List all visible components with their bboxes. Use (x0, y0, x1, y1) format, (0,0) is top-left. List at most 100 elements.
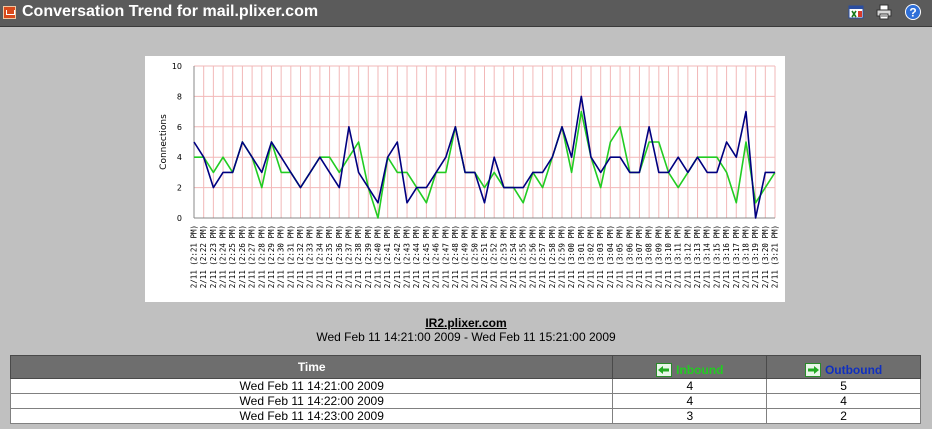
y-tick-label: 10 (172, 62, 182, 71)
x-tick-label: 2/11 (3:21 PM) (771, 225, 780, 288)
x-tick-label: 2/11 (2:26 PM) (238, 225, 247, 288)
x-tick-label: 2/11 (2:31 PM) (286, 225, 295, 288)
y-tick-label: 8 (177, 92, 182, 101)
x-tick-label: 2/11 (2:47 PM) (441, 225, 450, 288)
x-tick-label: 2/11 (3:16 PM) (722, 225, 731, 288)
x-tick-label: 2/11 (2:45 PM) (422, 225, 431, 288)
print-icon[interactable] (876, 4, 892, 20)
x-tick-label: 2/11 (3:07 PM) (635, 225, 644, 288)
x-tick-label: 2/11 (3:09 PM) (654, 225, 663, 288)
y-tick-label: 2 (177, 184, 182, 193)
x-tick-label: 2/11 (3:03 PM) (596, 225, 605, 288)
page-title: Conversation Trend for mail.plixer.com (22, 3, 319, 20)
x-tick-label: 2/11 (2:37 PM) (344, 225, 353, 288)
inbound-arrow-icon (656, 362, 673, 377)
x-tick-label: 2/11 (2:34 PM) (315, 225, 324, 288)
x-tick-label: 2/11 (2:30 PM) (277, 225, 286, 288)
x-tick-label: 2/11 (3:06 PM) (625, 225, 634, 288)
x-tick-label: 2/11 (3:01 PM) (577, 225, 586, 288)
x-tick-label: 2/11 (2:25 PM) (228, 225, 237, 288)
excel-export-icon[interactable] (848, 4, 864, 20)
x-tick-label: 2/11 (2:55 PM) (519, 225, 528, 288)
x-tick-label: 2/11 (2:46 PM) (432, 225, 441, 288)
x-tick-label: 2/11 (3:15 PM) (712, 225, 721, 288)
connections-table: Time Inbound Outbound (9, 355, 921, 424)
x-tick-label: 2/11 (2:42 PM) (393, 225, 402, 288)
x-tick-label: 2/11 (3:10 PM) (664, 225, 673, 288)
x-tick-label: 2/11 (3:02 PM) (587, 225, 596, 288)
outbound-column-header[interactable]: Outbound (766, 355, 921, 379)
time-cell: Wed Feb 11 14:21:00 2009 (9, 378, 614, 394)
x-tick-label: 2/11 (2:35 PM) (325, 225, 334, 288)
x-tick-label: 2/11 (2:59 PM) (557, 225, 566, 288)
x-tick-label: 2/11 (2:53 PM) (499, 225, 508, 288)
table-row: Wed Feb 11 14:21:00 2009 4 5 (9, 378, 921, 394)
y-axis-label: Connections (159, 114, 169, 170)
title-bar: Conversation Trend for mail.plixer.com ? (0, 0, 932, 27)
x-tick-label: 2/11 (2:23 PM) (209, 225, 218, 288)
table-row: Wed Feb 11 14:22:00 2009 4 4 (9, 393, 921, 409)
conversation-trend-chart: 0 2 4 6 8 10 2/11 (2:21 PM) 2/11 (2:22 PM) 2/11 … (145, 56, 785, 302)
time-cell: Wed Feb 11 14:23:00 2009 (9, 408, 614, 424)
inbound-cell: 4 (612, 393, 768, 409)
x-tick-label: 2/11 (3:19 PM) (751, 225, 760, 288)
x-tick-label: 2/11 (2:24 PM) (219, 225, 228, 288)
x-tick-label: 2/11 (2:21 PM) (190, 225, 199, 288)
x-tick-label: 2/11 (3:20 PM) (761, 225, 770, 288)
outbound-arrow-icon (804, 362, 821, 377)
time-cell: Wed Feb 11 14:22:00 2009 (9, 393, 614, 409)
x-tick-label: 2/11 (2:54 PM) (509, 225, 518, 288)
x-tick-label: 2/11 (2:29 PM) (267, 225, 276, 288)
x-tick-label: 2/11 (2:41 PM) (383, 225, 392, 288)
inbound-cell: 3 (612, 408, 768, 424)
x-tick-label: 2/11 (3:18 PM) (741, 225, 750, 288)
x-tick-label: 2/11 (2:44 PM) (412, 225, 421, 288)
x-tick-label: 2/11 (2:38 PM) (354, 225, 363, 288)
x-tick-label: 2/11 (2:51 PM) (480, 225, 489, 288)
time-header-label: Time (297, 360, 326, 374)
help-icon[interactable]: ? (905, 4, 921, 20)
x-tick-label: 2/11 (2:50 PM) (470, 225, 479, 288)
x-tick-label: 2/11 (2:32 PM) (296, 225, 305, 288)
time-column-header[interactable]: Time (9, 355, 614, 379)
x-tick-label: 2/11 (2:39 PM) (364, 225, 373, 288)
inbound-header-label: Inbound (676, 362, 724, 377)
x-tick-label: 2/11 (2:48 PM) (451, 225, 460, 288)
x-tick-label: 2/11 (3:08 PM) (645, 225, 654, 288)
x-tick-label: 2/11 (2:27 PM) (248, 225, 257, 288)
x-tick-label: 2/11 (2:58 PM) (548, 225, 557, 288)
svg-text:?: ? (909, 6, 916, 20)
y-tick-label: 6 (177, 123, 182, 132)
x-tick-label: 2/11 (2:56 PM) (528, 225, 537, 288)
x-tick-label: 2/11 (2:22 PM) (199, 225, 208, 288)
x-tick-label: 2/11 (2:57 PM) (538, 225, 547, 288)
device-name-link[interactable]: IR2.plixer.com (425, 316, 507, 330)
x-tick-label: 2/11 (2:33 PM) (306, 225, 315, 288)
outbound-cell: 4 (766, 393, 921, 409)
x-tick-label: 2/11 (3:13 PM) (693, 225, 702, 288)
x-tick-label: 2/11 (2:40 PM) (373, 225, 382, 288)
x-tick-label: 2/11 (3:12 PM) (683, 225, 692, 288)
y-tick-label: 0 (177, 214, 182, 223)
x-tick-label: 2/11 (3:00 PM) (567, 225, 576, 288)
x-tick-label: 2/11 (2:43 PM) (403, 225, 412, 288)
date-range: Wed Feb 11 14:21:00 2009 - Wed Feb 11 15… (316, 330, 616, 344)
x-tick-label: 2/11 (3:11 PM) (674, 225, 683, 288)
inbound-cell: 4 (612, 378, 768, 394)
x-tick-label: 2/11 (3:17 PM) (732, 225, 741, 288)
outbound-header-label: Outbound (824, 362, 883, 377)
table-row: Wed Feb 11 14:23:00 2009 3 2 (9, 408, 921, 424)
outbound-cell: 5 (766, 378, 921, 394)
x-tick-label: 2/11 (2:49 PM) (461, 225, 470, 288)
inbound-column-header[interactable]: Inbound (612, 355, 768, 379)
x-tick-label: 2/11 (2:52 PM) (490, 225, 499, 288)
x-tick-label: 2/11 (3:05 PM) (616, 225, 625, 288)
x-tick-label: 2/11 (2:36 PM) (335, 225, 344, 288)
outbound-cell: 2 (766, 408, 921, 424)
y-tick-label: 4 (177, 153, 182, 162)
report-app-icon (3, 6, 16, 19)
x-tick-label: 2/11 (3:14 PM) (703, 225, 712, 288)
x-tick-label: 2/11 (2:28 PM) (257, 225, 266, 288)
series-line-outbound (193, 95, 775, 219)
